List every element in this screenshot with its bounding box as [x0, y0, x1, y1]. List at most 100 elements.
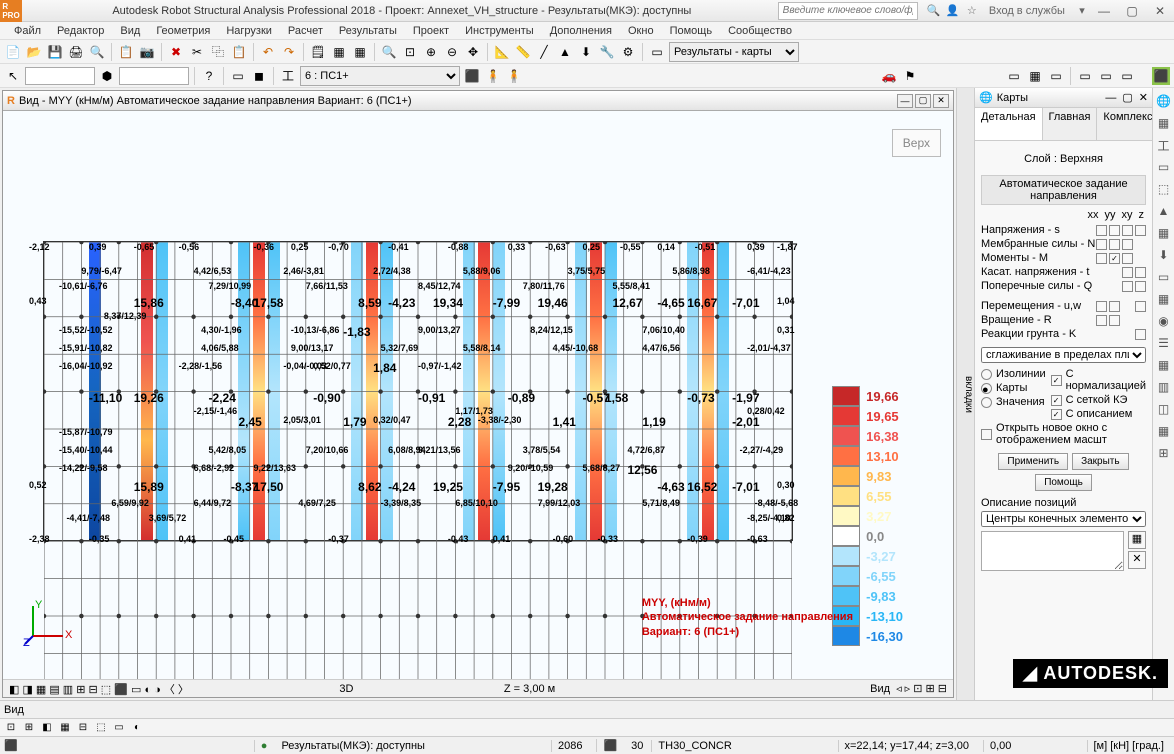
new-icon[interactable]: 📄 [4, 43, 22, 61]
panel-tab-0[interactable]: Детальная [975, 108, 1043, 140]
rt-16[interactable]: ▦ [1155, 422, 1173, 440]
rt-10[interactable]: ▦ [1155, 290, 1173, 308]
rt-7[interactable]: ▦ [1155, 224, 1173, 242]
pan-icon[interactable]: ✥ [464, 43, 482, 61]
menu-Расчет[interactable]: Расчет [280, 25, 331, 37]
delete-icon[interactable]: ✖ [167, 43, 185, 61]
person1-icon[interactable]: 🧍 [484, 67, 502, 85]
view-min-icon[interactable]: — [897, 94, 913, 108]
zoom-fit-icon[interactable]: 🔍 [380, 43, 398, 61]
person-icon[interactable]: 👤 [945, 4, 961, 17]
panel-max-icon[interactable]: ▢ [1122, 91, 1132, 104]
select-input-1[interactable] [25, 67, 95, 85]
zoom-in-icon[interactable]: ⊕ [422, 43, 440, 61]
panel-tab-1[interactable]: Главная [1043, 108, 1098, 140]
node-icon[interactable]: ⬢ [98, 67, 116, 85]
check-prows2-1-1[interactable] [1109, 315, 1120, 326]
panel-btn-2[interactable]: Помощь [1035, 474, 1092, 491]
r4-icon[interactable]: ▭ [1076, 67, 1094, 85]
zoom-out-icon[interactable]: ⊖ [443, 43, 461, 61]
menu-Помощь[interactable]: Помощь [662, 25, 721, 37]
view1-icon[interactable]: ▭ [229, 67, 247, 85]
measure-icon[interactable]: 📏 [514, 43, 532, 61]
calc-icon[interactable]: 🗒 [309, 43, 327, 61]
check-prows-2-0[interactable] [1096, 253, 1107, 264]
table-icon[interactable]: ▦ [330, 43, 348, 61]
fill-icon[interactable]: ⬛ [463, 67, 481, 85]
check-prows-1-1[interactable] [1109, 239, 1120, 250]
rt-2[interactable]: ▦ [1155, 114, 1173, 132]
layout-icon[interactable]: ▭ [648, 43, 666, 61]
section-icon[interactable]: 工 [279, 67, 297, 85]
copy2-icon[interactable]: ⿻ [209, 43, 227, 61]
panel-btn-1[interactable]: Закрыть [1072, 453, 1129, 470]
pcheck-0[interactable]: ✓ [1051, 375, 1062, 386]
pcheck-2[interactable]: ✓ [1051, 409, 1062, 420]
canvas[interactable]: Верх -2,120,39-0,65-0,56-0,360,25-0,70-0… [3, 111, 953, 679]
wrench-icon[interactable]: 🔧 [598, 43, 616, 61]
cb-nav[interactable]: ◃ ▹ ⊡ ⊞ ⊟ [896, 682, 947, 695]
check-prows-0-2[interactable] [1122, 225, 1133, 236]
menu-Сообщество[interactable]: Сообщество [720, 25, 800, 37]
menu-Инструменты[interactable]: Инструменты [457, 25, 542, 37]
rt-15[interactable]: ◫ [1155, 400, 1173, 418]
r3-icon[interactable]: ▭ [1047, 67, 1065, 85]
panel-btn-0[interactable]: Применить [998, 453, 1068, 470]
copy-icon[interactable]: 📋 [117, 43, 135, 61]
select-input-2[interactable] [119, 67, 189, 85]
rt-4[interactable]: ▭ [1155, 158, 1173, 176]
st-3[interactable]: ◧ [40, 721, 54, 735]
view-max-icon[interactable]: ▢ [915, 94, 931, 108]
r6-icon[interactable]: ▭ [1118, 67, 1136, 85]
rt-8[interactable]: ⬇ [1155, 246, 1173, 264]
rt-3[interactable]: 工 [1155, 136, 1173, 154]
menu-Нагрузки[interactable]: Нагрузки [218, 25, 280, 37]
menu-Геометрия[interactable]: Геометрия [148, 25, 218, 37]
print-icon[interactable]: 🖨 [67, 43, 85, 61]
menu-Окно[interactable]: Окно [620, 25, 662, 37]
panel-close-icon[interactable]: ✕ [1139, 91, 1148, 104]
check-prows2-1-0[interactable] [1096, 315, 1107, 326]
check-prows-0-1[interactable] [1109, 225, 1120, 236]
check-prows2-0-1[interactable] [1109, 301, 1120, 312]
rt-13[interactable]: ▦ [1155, 356, 1173, 374]
cb-tools[interactable]: ◧ ◨ ▦ ▤ ▥ ⊞ ⊟ ⬚ ⬛ ▭ ◐ ◑ 〈 〉 [9, 681, 189, 697]
rt-1[interactable]: 🌐 [1155, 92, 1173, 110]
member-icon[interactable]: ╱ [535, 43, 553, 61]
check-prows-3-3[interactable] [1135, 267, 1146, 278]
check-prows-0-3[interactable] [1135, 225, 1146, 236]
binoculars-icon[interactable]: 🔍 [926, 4, 942, 17]
results-combo[interactable]: Результаты - карты [669, 42, 799, 62]
check-prows-1-2[interactable] [1122, 239, 1133, 250]
rt-17[interactable]: ⊞ [1155, 444, 1173, 462]
check-prows-2-2[interactable] [1122, 253, 1133, 264]
person2-icon[interactable]: 🧍 [505, 67, 523, 85]
load-case-combo[interactable]: 6 : ПС1+ [300, 66, 460, 86]
star-icon[interactable]: ☆ [964, 4, 980, 17]
centers-combo[interactable]: Центры конечных элементов [981, 511, 1146, 527]
desc-btn2[interactable]: ✕ [1128, 551, 1146, 569]
r5-icon[interactable]: ▭ [1097, 67, 1115, 85]
check-prows-1-0[interactable] [1096, 239, 1107, 250]
paste-icon[interactable]: 📋 [230, 43, 248, 61]
check-prows-4-2[interactable] [1122, 281, 1133, 292]
vtab-inserts[interactable]: вкладки [956, 88, 974, 700]
preview-icon[interactable]: 🔍 [88, 43, 106, 61]
maximize-button[interactable]: ▢ [1118, 2, 1146, 20]
view2-icon[interactable]: ◼ [250, 67, 268, 85]
dropdown-icon[interactable]: ▾ [1074, 4, 1090, 17]
menu-Дополнения[interactable]: Дополнения [542, 25, 620, 37]
rt-6[interactable]: ▲ [1155, 202, 1173, 220]
menu-Проект[interactable]: Проект [405, 25, 457, 37]
flag-icon[interactable]: ⚑ [901, 67, 919, 85]
smooth-combo[interactable]: сглаживание в пределах плиты [981, 347, 1146, 363]
close-button[interactable]: ✕ [1146, 2, 1174, 20]
panel-min-icon[interactable]: — [1105, 92, 1116, 104]
table2-icon[interactable]: ▦ [351, 43, 369, 61]
radio-0[interactable] [981, 369, 992, 380]
rt-9[interactable]: ▭ [1155, 268, 1173, 286]
select-icon[interactable]: ↖ [4, 67, 22, 85]
st-5[interactable]: ⊟ [76, 721, 90, 735]
desc-btn1[interactable]: ▦ [1128, 531, 1146, 549]
openwin-check[interactable] [981, 429, 992, 440]
